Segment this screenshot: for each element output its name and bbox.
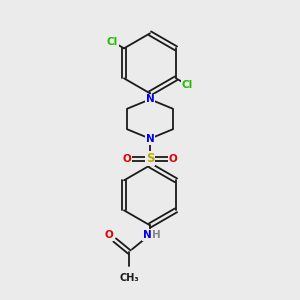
- Text: Cl: Cl: [182, 80, 193, 90]
- Text: CH₃: CH₃: [119, 273, 139, 283]
- Text: N: N: [143, 230, 152, 240]
- Text: N: N: [146, 94, 154, 104]
- Text: Cl: Cl: [107, 37, 118, 47]
- Text: N: N: [146, 134, 154, 144]
- Text: O: O: [169, 154, 178, 164]
- Text: O: O: [122, 154, 131, 164]
- Text: S: S: [146, 152, 154, 165]
- Text: H: H: [152, 230, 161, 240]
- Text: O: O: [105, 230, 114, 240]
